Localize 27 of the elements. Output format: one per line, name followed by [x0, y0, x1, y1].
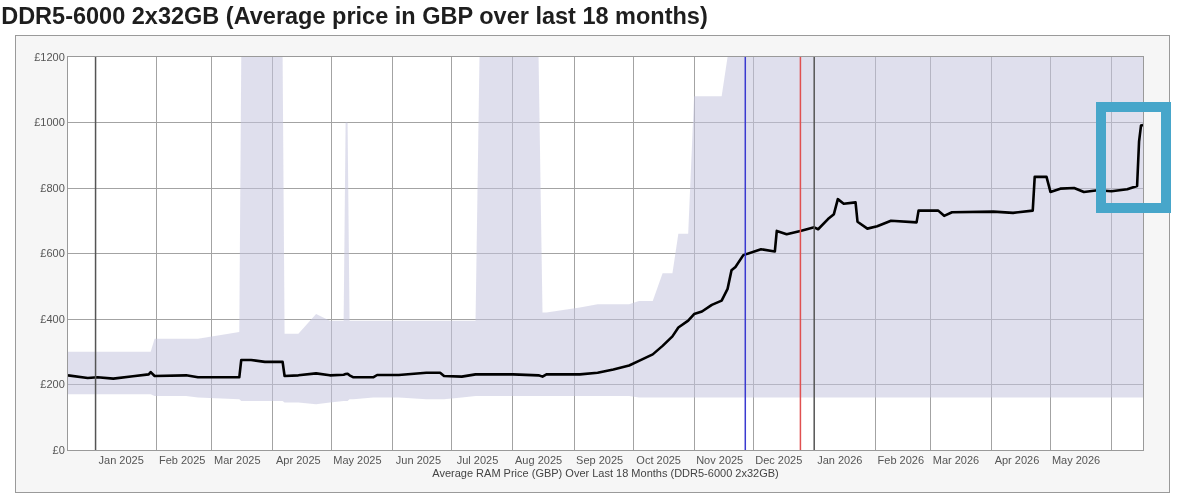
x-tick-label: Oct 2025	[636, 454, 681, 467]
x-tick-label: Sep 2025	[576, 454, 624, 467]
y-tick-label: £800	[40, 181, 65, 194]
x-tick-label: Jan 2025	[98, 454, 144, 467]
x-axis-title: Average RAM Price (GBP) Over Last 18 Months (DDR5-6000 2x32GB)	[432, 467, 779, 480]
x-tick-label: Feb 2025	[158, 454, 206, 467]
x-tick-label: Feb 2026	[877, 454, 925, 467]
x-tick-label: May 2026	[1051, 454, 1101, 467]
y-tick-label: £200	[40, 378, 65, 391]
y-tick-label: £400	[40, 312, 65, 325]
y-tick-label: £0	[52, 443, 65, 456]
x-tick-label: Jul 2025	[456, 454, 499, 467]
y-tick-label: £1200	[34, 50, 65, 63]
x-tick-label: Mar 2026	[932, 454, 980, 467]
x-tick-label: Apr 2025	[276, 454, 321, 467]
x-tick-label: Dec 2025	[755, 454, 803, 467]
x-tick-label: Jun 2025	[395, 454, 442, 467]
x-tick-label: Nov 2025	[696, 454, 744, 467]
x-tick-label: Aug 2025	[515, 454, 563, 467]
y-tick-label: £1000	[34, 116, 65, 129]
line-series	[68, 123, 1143, 380]
x-tick-label: Mar 2025	[214, 454, 261, 467]
y-tick-label: £600	[40, 247, 65, 260]
chart-title: DDR5-6000 2x32GB (Average price in GBP over last 18 months)	[1, 3, 708, 30]
x-tick-label: Apr 2026	[994, 454, 1040, 467]
x-tick-label: Jan 2026	[817, 454, 863, 467]
x-tick-label: May 2025	[333, 454, 382, 467]
